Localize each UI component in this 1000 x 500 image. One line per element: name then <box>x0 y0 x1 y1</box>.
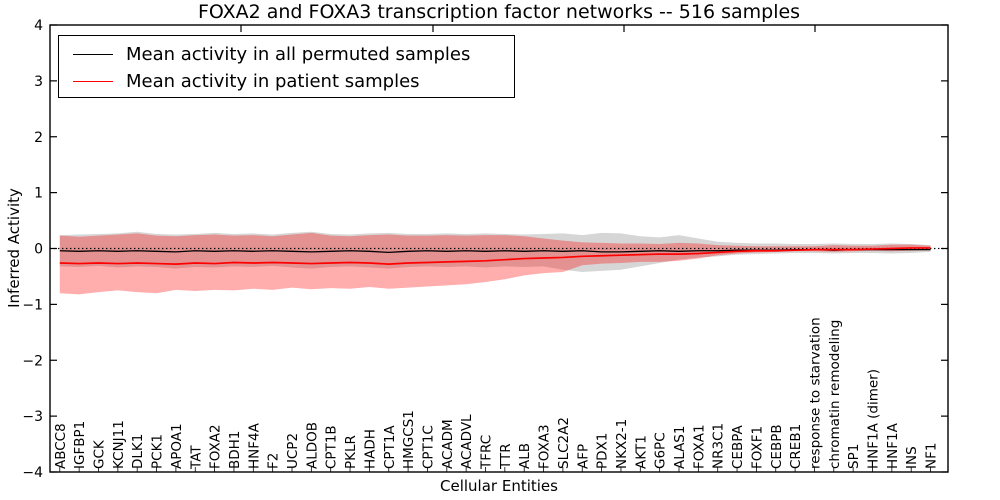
patient-mean-line <box>59 247 931 265</box>
x-tick-label: response to starvation <box>807 317 823 469</box>
x-tick-label: APOA1 <box>169 423 185 469</box>
x-tick-label: ALDOB <box>304 422 320 469</box>
y-tick-label: 0 <box>34 242 43 258</box>
x-tick-label: CPT1C <box>420 425 436 469</box>
x-tick-label: AFP <box>575 444 591 469</box>
x-tick-label: FOXA3 <box>537 424 553 469</box>
x-tick-label: FOXA2 <box>208 424 224 469</box>
legend: Mean activity in all permuted samples Me… <box>58 35 515 98</box>
x-tick-label: SLC2A2 <box>556 417 572 469</box>
chart-title: FOXA2 and FOXA3 transcription factor net… <box>197 1 801 23</box>
x-tick-label: HADH <box>362 429 378 469</box>
legend-label-patient: Mean activity in patient samples <box>126 71 420 92</box>
x-tick-label: CREB1 <box>788 424 804 469</box>
x-axis-label: Cellular Entities <box>440 477 558 495</box>
x-tick-label: IGFBP1 <box>72 421 88 469</box>
y-tick-label: 1 <box>34 186 43 202</box>
x-tick-label: GCK <box>92 439 108 469</box>
x-tick-label: HNF4A <box>246 422 262 469</box>
y-tick-label: 3 <box>34 74 43 90</box>
y-tick-label: −2 <box>22 353 43 369</box>
x-tick-label: F2 <box>266 453 282 469</box>
y-axis: 4 3 2 1 0 −1 −2 −3 −4 <box>22 18 948 481</box>
x-tick-label: PCK1 <box>150 434 166 469</box>
x-tick-label: chromatin remodeling <box>827 320 843 469</box>
x-tick-label: HMGCS1 <box>401 410 417 469</box>
x-tick-label: CPT1A <box>382 425 398 469</box>
x-tick-label: PKLR <box>343 435 359 469</box>
legend-item-patient: Mean activity in patient samples <box>73 68 514 95</box>
x-axis: ABCC8 IGFBP1 GCK KCNJ11 DLK1 PCK1 APOA1 TAT FOXA… <box>53 317 940 472</box>
legend-item-permuted: Mean activity in all permuted samples <box>73 41 514 68</box>
x-tick-label: FOXA1 <box>691 424 707 469</box>
x-tick-label: SP1 <box>846 444 862 469</box>
x-tick-label: TTR <box>498 443 514 470</box>
x-tick-label: CPT1B <box>324 425 340 469</box>
patient-line-sample-icon <box>73 81 113 82</box>
x-tick-label: TFRC <box>479 435 495 470</box>
y-tick-label: −1 <box>22 297 43 313</box>
x-tick-label: HNF1A <box>885 422 901 469</box>
x-tick-label: DLK1 <box>130 434 146 469</box>
x-tick-label: PDX1 <box>595 433 611 469</box>
y-tick-label: −4 <box>22 465 43 481</box>
x-tick-label: BDH1 <box>227 431 243 469</box>
x-tick-label: G6PC <box>653 432 669 469</box>
x-tick-label: NF1 <box>924 443 940 469</box>
y-axis-label: Inferred Activity <box>5 188 23 308</box>
x-tick-label: ACADVL <box>459 414 475 469</box>
x-tick-label: NKX2-1 <box>614 419 630 469</box>
patient-samples-band <box>59 232 931 295</box>
x-tick-label: TAT <box>188 445 204 470</box>
x-tick-label: HNF1A (dimer) <box>866 369 882 469</box>
x-tick-label: ACADM <box>440 419 456 469</box>
x-tick-label: CEBPB <box>769 424 785 469</box>
y-tick-label: −3 <box>22 409 43 425</box>
x-tick-label: FOXF1 <box>749 426 765 469</box>
x-tick-label: KCNJ11 <box>111 420 127 469</box>
x-tick-label: ABCC8 <box>53 423 69 469</box>
x-tick-label: CEBPA <box>730 425 746 469</box>
permuted-line-sample-icon <box>73 54 113 55</box>
y-tick-label: 2 <box>34 130 43 146</box>
x-tick-label: INS <box>904 446 920 469</box>
y-tick-label: 4 <box>34 18 43 34</box>
legend-label-permuted: Mean activity in all permuted samples <box>126 44 471 65</box>
x-tick-label: ALB <box>517 443 533 469</box>
x-tick-label: UCP2 <box>285 433 301 469</box>
x-tick-label: NR3C1 <box>711 423 727 469</box>
x-tick-label: ALAS1 <box>672 426 688 469</box>
x-tick-label: AKT1 <box>633 435 649 469</box>
